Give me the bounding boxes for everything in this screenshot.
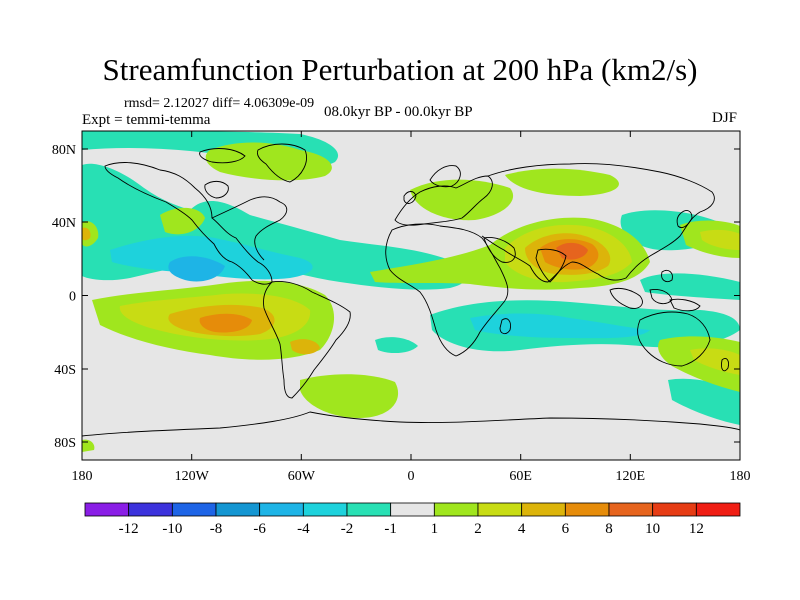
coastline-scandinavia [429, 165, 461, 188]
colorbar-box [521, 502, 566, 517]
green-blob-south-pacific-far-west [82, 439, 95, 452]
lon-label: 180 [72, 469, 93, 484]
colorbar-box [215, 502, 261, 517]
colorbar-box [477, 502, 523, 517]
coastline-greenland [257, 143, 307, 183]
lat-tick-labels: 80N 40N 0 40S 80S [52, 143, 76, 451]
period-label: 08.0kyr BP - 00.0kyr BP [324, 104, 473, 120]
lon-tick-labels: 180 120W 60W 0 60E 120E 180 [72, 469, 751, 484]
coastlines [82, 143, 740, 437]
lon-label: 120E [616, 469, 646, 484]
colorbar-label: 6 [562, 521, 570, 537]
coastline-hudson-bay [204, 180, 229, 199]
colorbar-box [84, 502, 130, 517]
colorbar-label: 10 [645, 521, 660, 537]
deep-orange-core-south-pacific [199, 313, 252, 333]
colorbar-label: -2 [341, 521, 354, 537]
blue-core-north-east-pacific [168, 256, 225, 282]
chart-title: Streamfunction Perturbation at 200 hPa (… [102, 52, 698, 87]
colorbar-box [346, 502, 392, 517]
blue-band-south-indian [470, 313, 650, 339]
coastline-asia [481, 163, 715, 283]
colorbar-box [390, 502, 435, 517]
cyan-band-north-indian-ocean-strip [640, 273, 740, 300]
cyan-blob-south-atlantic [375, 337, 418, 354]
coastline-japan [676, 210, 693, 229]
colorbar-label: -4 [297, 521, 310, 537]
experiment-label: Expt = temmi-temma [82, 112, 211, 128]
colorbar-label: -1 [384, 521, 397, 537]
yellow-core-west-pacific [700, 229, 740, 250]
coastline-madagascar [499, 318, 511, 335]
lon-label: 180 [730, 469, 751, 484]
coastline-new-zealand [721, 357, 729, 372]
yellow-blob-atlantic-west-edge [82, 227, 91, 241]
colorbar-box [171, 502, 217, 517]
season-label: DJF [712, 110, 738, 126]
coastline-india [535, 248, 567, 283]
lon-label: 120W [175, 469, 210, 484]
coastline-canadian-arctic [199, 148, 246, 164]
blue-band-north-east-pacific [110, 235, 313, 280]
coastline-north-america [104, 162, 273, 285]
red-core-tibet [556, 242, 588, 260]
colorbar-label: -10 [162, 521, 182, 537]
coastline-antarctica [82, 411, 740, 437]
colorbar-label: 2 [474, 521, 482, 537]
colorbar-label: 1 [431, 521, 439, 537]
colorbar-label: 4 [518, 521, 526, 537]
lat-label: 0 [69, 290, 76, 305]
green-blob-north-pacific [160, 207, 205, 235]
lon-axis-ticks [81, 131, 741, 460]
coastline-new-guinea [669, 298, 701, 312]
colorbar-box [695, 502, 741, 517]
colorbar-label: -12 [119, 521, 139, 537]
colorbar-box [302, 502, 348, 517]
yellow-blob-south-america [290, 339, 320, 355]
colorbar-labels: -12 -10 -8 -6 -4 -2 -1 1 2 4 6 8 10 12 [119, 521, 704, 537]
lon-label: 60W [288, 469, 316, 484]
lat-label: 40S [54, 363, 76, 378]
coastline-europe [394, 175, 493, 226]
lon-label: 60E [509, 469, 532, 484]
green-blob-south-atlantic [300, 374, 399, 418]
lat-label: 80N [52, 143, 76, 158]
coastline-british-isles [403, 191, 417, 204]
colorbar-label: -8 [210, 521, 223, 537]
lon-label: 0 [408, 469, 415, 484]
green-blob-europe [410, 179, 514, 221]
lat-axis-ticks [82, 148, 740, 443]
colorbar-box [128, 502, 173, 517]
coastline-australia [637, 311, 711, 367]
colorbar: -12 -10 -8 -6 -4 -2 -1 1 2 4 6 8 10 12 [84, 502, 741, 537]
colorbar-label: 12 [689, 521, 704, 537]
rmsd-diff-stats: rmsd= 2.12027 diff= 4.06309e-09 [124, 96, 315, 111]
lat-label: 80S [54, 436, 76, 451]
green-blob-north-asia [505, 168, 619, 196]
coastline-south-america [263, 281, 351, 399]
colorbar-box [259, 502, 304, 517]
colorbar-box [608, 502, 654, 517]
coastline-africa [385, 223, 509, 357]
colorbar-label: 8 [605, 521, 613, 537]
negative-anomaly-regions [82, 131, 740, 425]
colorbar-label: -6 [253, 521, 266, 537]
lat-label: 40N [52, 216, 76, 231]
coastline-arabia [483, 237, 516, 263]
colorbar-box [433, 502, 479, 517]
colorbar-box [652, 502, 697, 517]
cyan-band-south-west-pacific [668, 378, 740, 425]
colorbar-box [564, 502, 610, 517]
coastline-north-america-east [211, 196, 288, 261]
colorbar-boxes [84, 502, 741, 517]
contour-fields [82, 131, 740, 452]
positive-anomaly-regions [82, 142, 740, 452]
